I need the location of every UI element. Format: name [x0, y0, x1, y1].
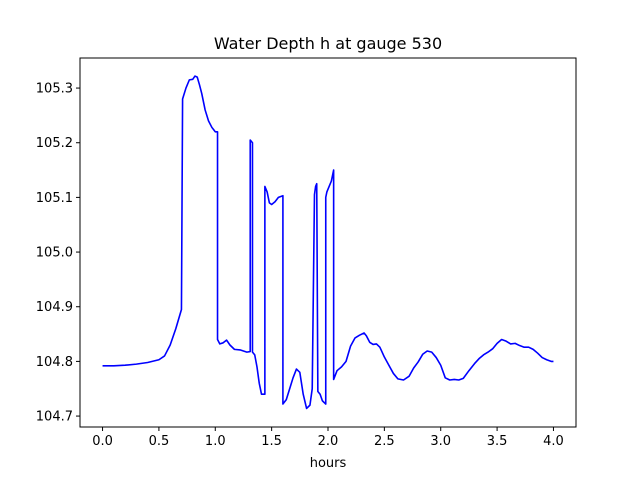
y-tick-label: 105.3: [36, 82, 73, 97]
x-tick-label: 1.5: [261, 434, 282, 449]
x-tick-label: 2.5: [374, 434, 395, 449]
x-tick-label: 1.0: [205, 434, 226, 449]
y-tick-label: 104.9: [36, 300, 73, 315]
plot-area: [80, 58, 576, 427]
x-tick-label: 3.0: [430, 434, 451, 449]
x-tick-label: 2.0: [318, 434, 339, 449]
chart-title: Water Depth h at gauge 530: [214, 34, 442, 53]
y-axis-ticks: 104.7 104.8 104.9 105.0 105.1 105.2 105.3: [36, 82, 80, 425]
x-axis-ticks: 0.0 0.5 1.0 1.5 2.0 2.5 3.0 3.5 4.0: [92, 427, 564, 449]
x-axis-label: hours: [310, 456, 347, 471]
y-tick-label: 105.2: [36, 136, 73, 151]
x-tick-label: 3.5: [487, 434, 508, 449]
series-layer: [102, 75, 554, 410]
x-tick-label: 0.5: [149, 434, 170, 449]
series-line-0: [102, 75, 554, 410]
x-tick-label: 0.0: [92, 434, 113, 449]
x-tick-label: 4.0: [543, 434, 564, 449]
y-tick-label: 104.7: [36, 410, 73, 425]
y-tick-label: 104.8: [36, 355, 73, 370]
y-tick-label: 105.0: [36, 246, 73, 261]
y-tick-label: 105.1: [36, 191, 73, 206]
